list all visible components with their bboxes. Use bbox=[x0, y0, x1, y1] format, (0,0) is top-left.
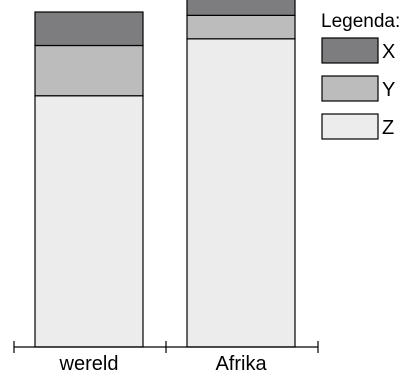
bar-segment-wereld-z bbox=[34, 95, 144, 348]
x-axis: wereld Afrika bbox=[13, 341, 319, 375]
legend-swatch-x bbox=[321, 37, 379, 64]
x-tick-label-wereld: wereld bbox=[59, 353, 119, 375]
bar-segment-wereld-y bbox=[34, 44, 144, 97]
x-tick-label-afrika: Afrika bbox=[215, 353, 267, 375]
legend-label-y: Y bbox=[382, 79, 395, 101]
bar-segment-afrika-x bbox=[186, 0, 296, 16]
legend: Legenda: XYZ bbox=[321, 11, 400, 140]
legend-swatch-z bbox=[321, 113, 379, 140]
bar-segment-wereld-x bbox=[34, 11, 144, 47]
legend-label-z: Z bbox=[382, 117, 394, 139]
bar-segment-afrika-z bbox=[186, 38, 296, 348]
legend-label-x: X bbox=[382, 41, 395, 63]
legend-swatch-y bbox=[321, 75, 379, 102]
bar-segment-afrika-y bbox=[186, 14, 296, 40]
legend-title: Legenda: bbox=[321, 11, 400, 32]
bars-group bbox=[34, 0, 296, 348]
